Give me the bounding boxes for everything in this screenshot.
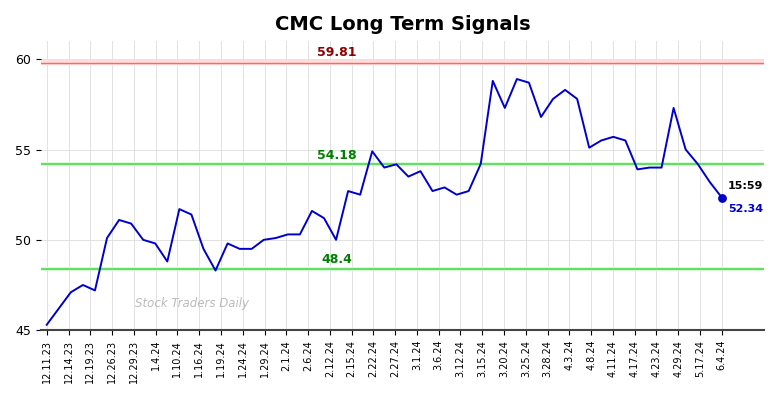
Text: 48.4: 48.4 [321, 253, 353, 266]
Text: 15:59: 15:59 [728, 181, 763, 191]
Text: 54.18: 54.18 [318, 148, 357, 162]
Text: 59.81: 59.81 [318, 46, 357, 59]
Bar [41, 267, 764, 271]
Bar [41, 60, 764, 65]
Text: Stock Traders Daily: Stock Traders Daily [135, 297, 249, 310]
Title: CMC Long Term Signals: CMC Long Term Signals [274, 15, 530, 34]
Point [716, 194, 728, 201]
Text: 52.34: 52.34 [728, 204, 763, 214]
Bar [41, 162, 764, 166]
